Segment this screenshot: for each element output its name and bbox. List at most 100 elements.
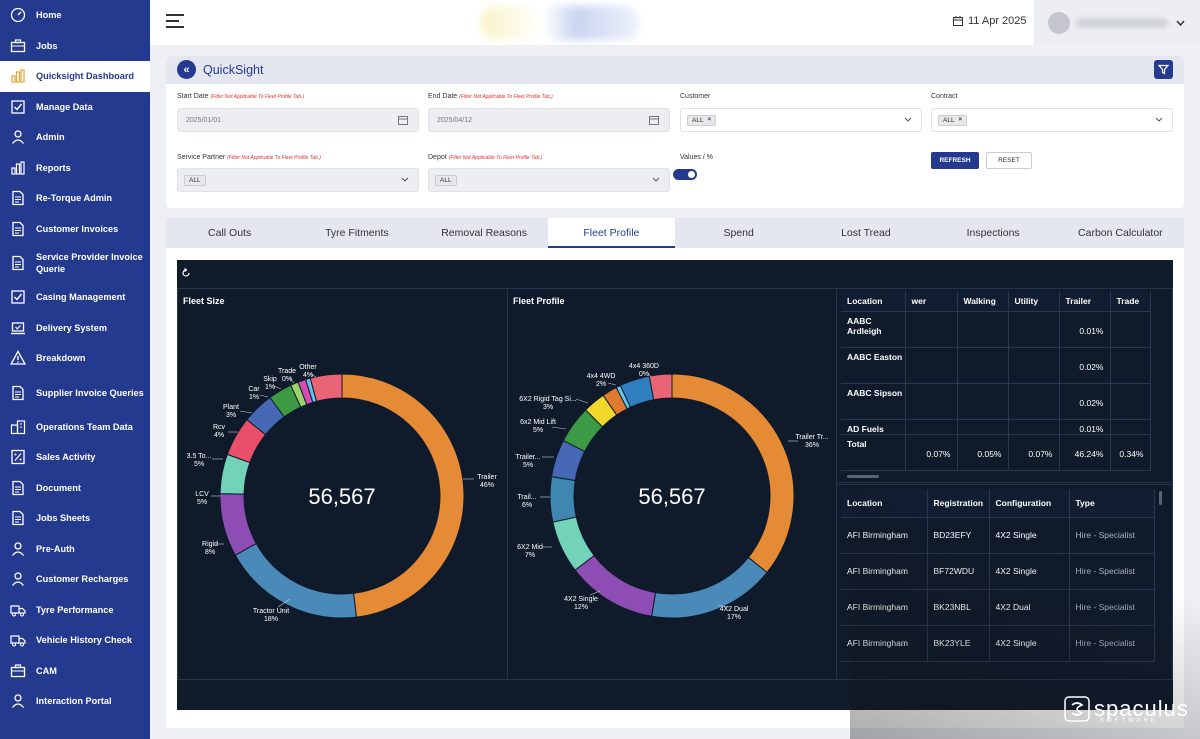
sidebar-item-quicksight-dashboard[interactable]: Quicksight Dashboard [0, 61, 150, 92]
tab-tyre-fitments[interactable]: Tyre Fitments [325, 227, 389, 239]
sidebar-item-admin[interactable]: Admin [0, 122, 150, 153]
pivot-location-cell: AD Fuels [841, 419, 906, 435]
sidebar-item-reports[interactable]: Reports [0, 153, 150, 184]
tab-fleet-profile[interactable]: Fleet Profile [547, 218, 675, 253]
leader-line [551, 426, 567, 430]
sidebar-item-customer-invoices[interactable]: Customer Invoices [0, 214, 150, 245]
pivot-header[interactable]: Trade [1110, 291, 1151, 312]
leader-line [717, 604, 729, 608]
refresh-button[interactable]: REFRESH [931, 152, 979, 169]
pivot-value-cell [1008, 419, 1060, 435]
detail-table-panel[interactable]: Location Registration Configuration Type AFI… [836, 484, 1173, 680]
start-date-input[interactable]: 2025/01/01 [177, 108, 419, 132]
donut-slice[interactable] [650, 556, 768, 619]
sidebar-item-sales-activity[interactable]: Sales Activity [0, 442, 150, 473]
sidebar-item-manage-data[interactable]: Manage Data [0, 92, 150, 123]
donut-slice[interactable] [341, 373, 465, 618]
pivot-value-cell [905, 419, 958, 435]
reset-button[interactable]: RESET [986, 152, 1032, 169]
sidebar-item-re-torque-admin[interactable]: Re-Torque Admin [0, 183, 150, 214]
detail-header[interactable]: Configuration [989, 489, 1070, 518]
top-bar: 11 Apr 2025 [150, 0, 1200, 45]
service-partner-select[interactable]: ALL [177, 168, 419, 192]
sidebar-item-casing-management[interactable]: Casing Management [0, 282, 150, 313]
pivot-header[interactable]: wer [905, 291, 958, 312]
sidebar-item-home[interactable]: Home [0, 0, 150, 31]
table-row[interactable]: AFI Birmingham BD23EFY 4X2 Single Hire - Sp… [841, 517, 1155, 554]
table-row[interactable]: AFI Birmingham BK23NBL 4X2 Dual Hire - Spec… [841, 589, 1155, 626]
detail-header[interactable]: Location [841, 489, 928, 518]
slice-name: Rcv [213, 424, 226, 431]
pivot-value-cell [1110, 383, 1151, 420]
sidebar-item-vehicle-history-check[interactable]: Vehicle History Check [0, 625, 150, 656]
horizontal-scrollbar[interactable] [847, 475, 879, 478]
slice-percent: 46% [480, 482, 494, 489]
chevron-down-icon [401, 177, 409, 182]
table-row[interactable]: AFI Birmingham BF72WDU 4X2 Single Hire - Sp… [841, 553, 1155, 590]
tab-removal-reasons[interactable]: Removal Reasons [441, 227, 528, 239]
remove-chip-icon[interactable]: × [707, 117, 712, 123]
dashboard-tabs: Call Outs Tyre Fitments Removal Reasons Fle… [166, 218, 1184, 253]
table-row[interactable]: AFI Birmingham BK23YLE 4X2 Single Hire - Sp… [841, 625, 1155, 662]
pivot-value-cell: 0.02% [1059, 383, 1111, 420]
tab-carbon-calculator[interactable]: Carbon Calculator [1078, 227, 1163, 239]
bar-chart-icon [9, 160, 27, 176]
user-menu[interactable] [1034, 0, 1200, 45]
sidebar-item-supplier-invoice-queries[interactable]: Supplier Invoice Queries [0, 374, 150, 412]
sidebar-item-label: Jobs [36, 40, 58, 51]
pivot-value-cell [957, 347, 1009, 384]
tab-spend[interactable]: Spend [723, 227, 754, 239]
pivot-value-cell [957, 419, 1009, 435]
values-percent-toggle[interactable] [673, 169, 697, 180]
filter-toggle-button[interactable] [1154, 60, 1173, 79]
detail-header[interactable]: Registration [927, 489, 990, 518]
sidebar-item-jobs-sheets[interactable]: Jobs Sheets [0, 503, 150, 534]
pivot-header[interactable]: Location [841, 291, 906, 312]
remove-chip-icon[interactable]: × [958, 117, 963, 123]
donut-slice-label: 6X2 Rigid Tag Si...3% [519, 396, 589, 411]
sidebar-item-label: Pre-Auth [36, 543, 75, 554]
sidebar-item-cam[interactable]: CAM [0, 656, 150, 687]
pivot-table-panel[interactable]: Location wer Walking Utility Trailer Trade AAB… [836, 288, 1173, 483]
vertical-scrollbar[interactable] [1159, 491, 1162, 505]
sidebar-item-delivery-system[interactable]: Delivery System [0, 313, 150, 344]
donut-slice[interactable] [309, 373, 343, 402]
sidebar-item-breakdown[interactable]: Breakdown [0, 343, 150, 374]
donut-slice[interactable] [219, 493, 257, 556]
back-button[interactable]: « [177, 60, 196, 79]
pivot-header[interactable]: Utility [1008, 291, 1060, 312]
tab-call-outs[interactable]: Call Outs [208, 227, 252, 239]
start-date-value: 2025/01/01 [186, 116, 222, 124]
sidebar-item-document[interactable]: Document [0, 473, 150, 504]
fleet-profile-title: Fleet Profile [513, 296, 565, 306]
sidebar-item-label: Vehicle History Check [36, 635, 133, 646]
contract-select[interactable]: ALL × [931, 108, 1173, 132]
pivot-header[interactable]: Walking [957, 291, 1009, 312]
donut-slice[interactable] [234, 542, 357, 619]
sidebar-item-interaction-portal[interactable]: Interaction Portal [0, 686, 150, 717]
sidebar-item-jobs[interactable]: Jobs [0, 31, 150, 62]
depot-select[interactable]: ALL [428, 168, 670, 192]
end-date-input[interactable]: 2025/04/12 [428, 108, 670, 132]
pivot-header[interactable]: Trailer [1059, 291, 1111, 312]
reload-icon[interactable] [181, 268, 191, 278]
sidebar-item-customer-recharges[interactable]: Customer Recharges [0, 564, 150, 595]
donut-slice[interactable] [648, 373, 673, 401]
tab-lost-tread[interactable]: Lost Tread [841, 227, 891, 239]
donut-slice[interactable] [549, 476, 577, 523]
tab-inspections[interactable]: Inspections [966, 227, 1020, 239]
fleet-size-panel: Fleet Size 56,567 Trailer 46% Tractor Unit 1… [177, 288, 508, 680]
hamburger-menu-icon[interactable] [166, 14, 184, 30]
sidebar-item-tyre-performance[interactable]: Tyre Performance [0, 595, 150, 626]
slice-name: Trail... [517, 494, 536, 501]
sidebar-item-operations-team-data[interactable]: Operations Team Data [0, 412, 150, 443]
document-icon [9, 510, 27, 526]
customer-select[interactable]: ALL × [680, 108, 922, 132]
sidebar-item-service-provider-invoice-querie[interactable]: Service Provider Invoice Querie [0, 244, 150, 282]
detail-header[interactable]: Type [1069, 489, 1155, 518]
donut-slice[interactable] [671, 373, 795, 574]
sidebar-item-pre-auth[interactable]: Pre-Auth [0, 534, 150, 565]
detail-cell: AFI Birmingham [841, 517, 928, 554]
avatar [1048, 11, 1070, 34]
